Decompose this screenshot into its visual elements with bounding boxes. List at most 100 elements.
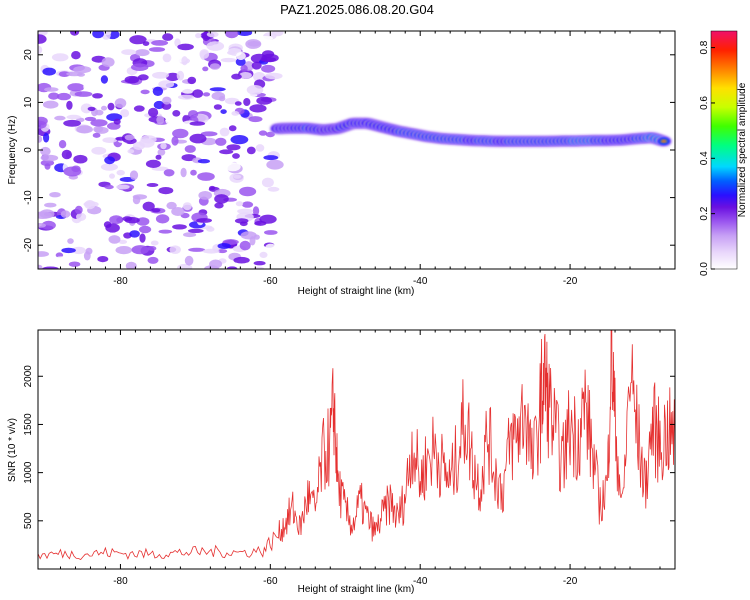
noise-blob bbox=[115, 136, 127, 141]
noise-blob bbox=[180, 167, 187, 178]
noise-blob bbox=[239, 186, 257, 197]
noise-blob bbox=[67, 238, 74, 244]
noise-blob bbox=[80, 103, 93, 114]
noise-blob bbox=[253, 261, 266, 266]
x-tick-label: -20 bbox=[563, 576, 578, 587]
noise-blob bbox=[142, 41, 150, 46]
noise-blob bbox=[38, 135, 43, 143]
noise-blob bbox=[129, 170, 139, 180]
noise-blob bbox=[66, 114, 81, 120]
noise-blob bbox=[121, 49, 137, 55]
noise-blob bbox=[211, 254, 222, 259]
noise-blob bbox=[230, 135, 249, 145]
noise-blob bbox=[94, 126, 109, 134]
noise-blob bbox=[74, 205, 83, 215]
spectrogram-xlabel: Height of straight line (km) bbox=[298, 286, 415, 297]
noise-blob bbox=[44, 87, 59, 92]
noise-blob bbox=[60, 210, 71, 218]
noise-blob bbox=[166, 201, 177, 210]
noise-blob bbox=[260, 57, 277, 62]
noise-blob bbox=[209, 259, 223, 269]
noise-blob bbox=[240, 231, 257, 240]
noise-blob bbox=[66, 71, 83, 77]
noise-blob bbox=[187, 228, 204, 233]
noise-blob bbox=[190, 169, 197, 176]
noise-blob bbox=[235, 201, 244, 207]
noise-blob bbox=[42, 100, 59, 109]
noise-blob bbox=[256, 36, 273, 41]
noise-blob bbox=[61, 149, 72, 160]
noise-blob bbox=[129, 35, 147, 45]
noise-blob bbox=[124, 134, 135, 141]
noise-blob bbox=[87, 106, 96, 111]
noise-blob bbox=[48, 92, 60, 100]
noise-blob bbox=[176, 70, 185, 81]
noise-blob bbox=[258, 130, 268, 136]
noise-blob bbox=[125, 261, 137, 269]
noise-blob bbox=[150, 212, 157, 218]
noise-blob bbox=[113, 118, 121, 125]
noise-blob bbox=[234, 101, 242, 106]
noise-blob bbox=[101, 105, 107, 111]
noise-blob bbox=[220, 57, 237, 63]
y-tick-label: 20 bbox=[23, 49, 34, 61]
noise-blob bbox=[265, 243, 277, 252]
noise-blob bbox=[85, 247, 93, 255]
x-tick-label: -40 bbox=[413, 276, 428, 287]
spectrogram-ticks: -80 -60 -40 -20 -20 -10 0 10 20 bbox=[23, 31, 676, 287]
noise-blob bbox=[148, 107, 159, 118]
noise-blob bbox=[188, 247, 206, 252]
noise-blob bbox=[228, 43, 243, 53]
noise-blob bbox=[217, 243, 231, 249]
colorbar-tick-label: 0.8 bbox=[699, 40, 710, 54]
noise-blob bbox=[253, 72, 266, 82]
noise-blob bbox=[184, 145, 196, 153]
noise-blob bbox=[61, 247, 76, 254]
noise-blob bbox=[73, 154, 88, 164]
snr-ylabel: SNR (10 * v/v) bbox=[7, 418, 18, 482]
noise-blob bbox=[267, 186, 280, 192]
noise-blob bbox=[187, 76, 197, 85]
noise-blob bbox=[162, 53, 172, 63]
noise-blob bbox=[239, 240, 251, 251]
noise-blob bbox=[209, 87, 226, 92]
noise-blob bbox=[226, 266, 238, 269]
noise-blob bbox=[227, 50, 236, 55]
x-tick-label: -80 bbox=[113, 576, 128, 587]
noise-blob bbox=[91, 146, 107, 155]
noise-blob bbox=[172, 110, 181, 117]
noise-blob bbox=[231, 111, 240, 116]
noise-blob bbox=[169, 245, 181, 254]
noise-blob bbox=[152, 86, 164, 97]
noise-blob bbox=[253, 234, 260, 240]
noise-blob bbox=[168, 122, 176, 133]
spectrogram-marks bbox=[38, 31, 672, 269]
noise-blob bbox=[205, 145, 213, 156]
noise-blob bbox=[147, 246, 157, 251]
noise-blob bbox=[265, 72, 283, 80]
noise-blob bbox=[219, 149, 234, 155]
noise-blob bbox=[160, 142, 167, 150]
noise-blob bbox=[40, 159, 55, 167]
noise-blob bbox=[189, 133, 207, 144]
noise-blob bbox=[135, 49, 150, 57]
y-tick-label: 1500 bbox=[23, 413, 34, 436]
noise-blob bbox=[137, 74, 149, 81]
noise-blob bbox=[213, 104, 222, 110]
chart-title: PAZ1.2025.086.08.20.G04 bbox=[280, 2, 434, 17]
noise-blob bbox=[255, 144, 265, 152]
noise-blob bbox=[219, 127, 230, 137]
snr-xlabel: Height of straight line (km) bbox=[298, 584, 415, 595]
noise-blob bbox=[174, 38, 181, 47]
noise-blob bbox=[51, 53, 69, 62]
noise-blob bbox=[139, 225, 152, 234]
noise-blob bbox=[83, 81, 91, 92]
noise-blob bbox=[226, 144, 241, 151]
noise-blob bbox=[158, 80, 175, 89]
noise-blob bbox=[232, 153, 240, 159]
noise-blob bbox=[158, 229, 173, 234]
noise-blob bbox=[246, 85, 264, 95]
noise-blob bbox=[58, 71, 71, 77]
noise-blob bbox=[266, 159, 284, 170]
